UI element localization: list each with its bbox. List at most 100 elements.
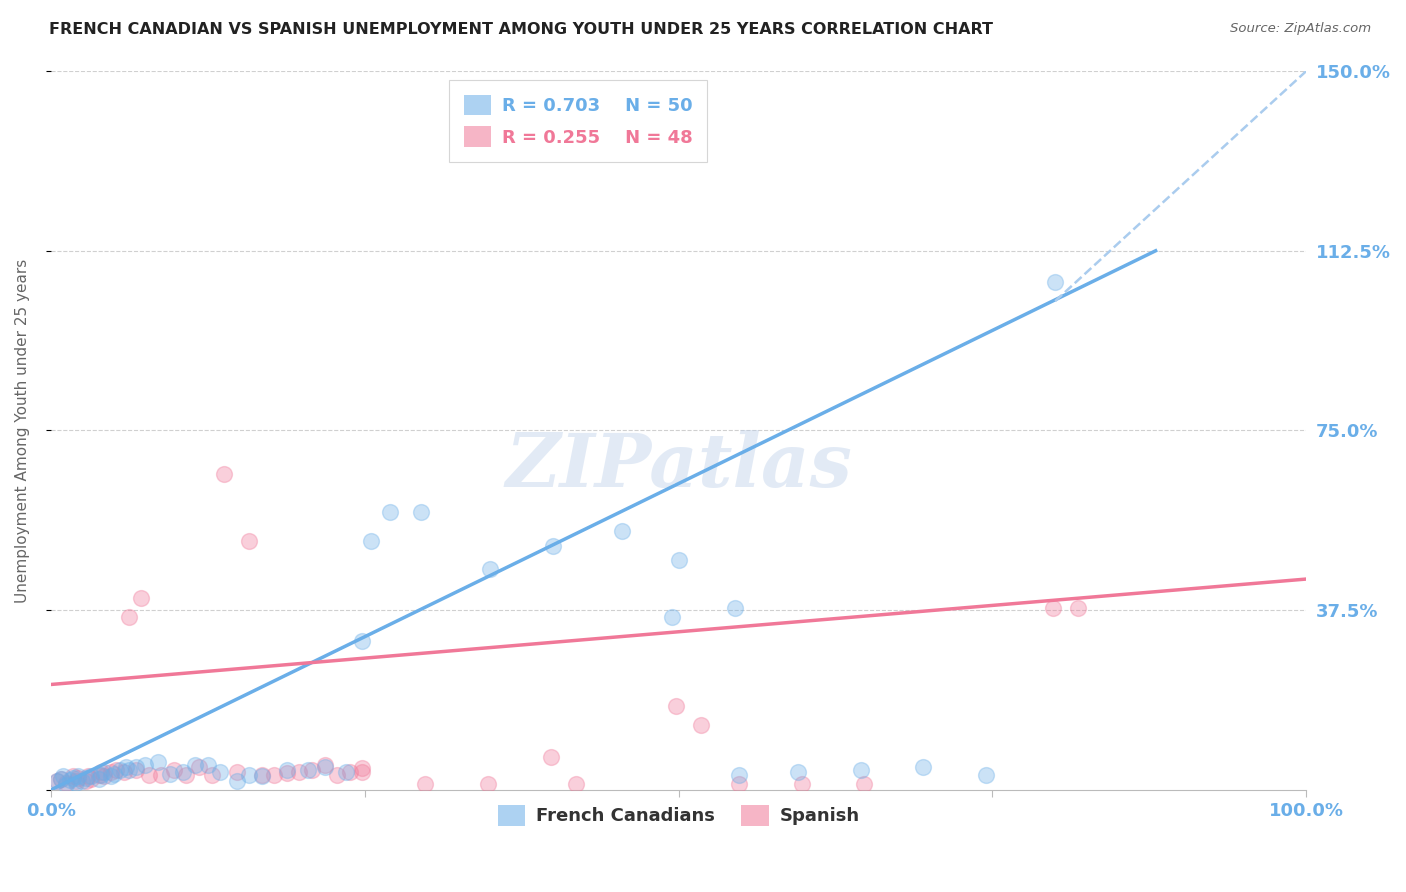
Point [129, 591, 152, 606]
Point [46, 774, 69, 789]
Point [661, 610, 683, 624]
Point [70, 774, 93, 789]
Point [724, 600, 747, 615]
Point [52, 768, 75, 782]
Point [100, 764, 122, 779]
Point [118, 610, 141, 624]
Point [250, 767, 273, 781]
Point [59, 773, 82, 788]
Point [276, 763, 298, 777]
Point [360, 533, 382, 548]
Point [134, 758, 156, 772]
Point [276, 766, 298, 780]
Point [326, 767, 349, 781]
Point [727, 777, 749, 791]
Point [225, 774, 247, 789]
Point [118, 763, 141, 777]
Point [55, 778, 77, 792]
Point [105, 763, 128, 777]
Point [238, 533, 260, 548]
Point [62, 770, 84, 784]
Point [67, 772, 90, 786]
Point [790, 777, 813, 791]
Text: FRENCH CANADIAN VS SPANISH UNEMPLOYMENT AMONG YOUTH UNDER 25 YEARS CORRELATION C: FRENCH CANADIAN VS SPANISH UNEMPLOYMENT … [49, 22, 993, 37]
Point [65, 775, 87, 789]
Point [974, 767, 997, 781]
Point [55, 776, 77, 790]
Point [225, 764, 247, 779]
Point [411, 505, 433, 519]
Point [314, 760, 336, 774]
Point [610, 524, 633, 538]
Text: Source: ZipAtlas.com: Source: ZipAtlas.com [1230, 22, 1371, 36]
Point [100, 770, 122, 784]
Point [93, 770, 115, 784]
Point [115, 760, 138, 774]
Point [75, 772, 97, 786]
Point [335, 764, 357, 779]
Point [80, 768, 103, 782]
Point [90, 767, 112, 781]
Point [541, 539, 564, 553]
Point [238, 767, 260, 781]
Point [146, 755, 169, 769]
Point [108, 763, 131, 777]
Point [339, 764, 361, 779]
Point [314, 758, 336, 772]
Point [188, 760, 211, 774]
Point [352, 764, 374, 779]
Point [209, 764, 232, 779]
Point [540, 750, 562, 764]
Point [1067, 600, 1090, 615]
Point [150, 767, 173, 781]
Point [668, 553, 690, 567]
Point [263, 767, 285, 781]
Point [1043, 275, 1066, 289]
Point [197, 758, 219, 772]
Point [184, 758, 207, 772]
Point [200, 767, 222, 781]
Point [297, 763, 319, 777]
Point [301, 763, 323, 777]
Point [690, 718, 713, 732]
Point [665, 699, 688, 714]
Point [49, 772, 72, 787]
Point [112, 764, 135, 779]
Point [352, 761, 374, 775]
Point [75, 774, 97, 789]
Point [1042, 600, 1064, 615]
Point [413, 777, 436, 791]
Point [67, 770, 90, 784]
Point [49, 772, 72, 787]
Point [77, 770, 100, 784]
Point [727, 767, 749, 781]
Point [176, 767, 198, 781]
Point [125, 760, 148, 774]
Y-axis label: Unemployment Among Youth under 25 years: Unemployment Among Youth under 25 years [15, 259, 30, 603]
Point [786, 764, 808, 779]
Point [87, 772, 110, 787]
Point [159, 767, 181, 781]
Legend: French Canadians, Spanish: French Canadians, Spanish [488, 796, 869, 835]
Point [125, 763, 148, 777]
Point [90, 764, 112, 779]
Point [93, 764, 115, 779]
Point [288, 764, 311, 779]
Point [163, 763, 186, 777]
Point [138, 767, 160, 781]
Point [912, 760, 935, 774]
Point [212, 467, 235, 481]
Point [378, 505, 401, 519]
Point [46, 774, 69, 789]
Point [564, 777, 586, 791]
Point [250, 770, 273, 784]
Point [849, 763, 872, 777]
Point [62, 771, 84, 785]
Point [65, 774, 87, 789]
Point [853, 777, 876, 791]
Point [479, 562, 502, 576]
Point [352, 634, 374, 648]
Point [103, 767, 125, 781]
Point [477, 777, 499, 791]
Point [80, 772, 103, 787]
